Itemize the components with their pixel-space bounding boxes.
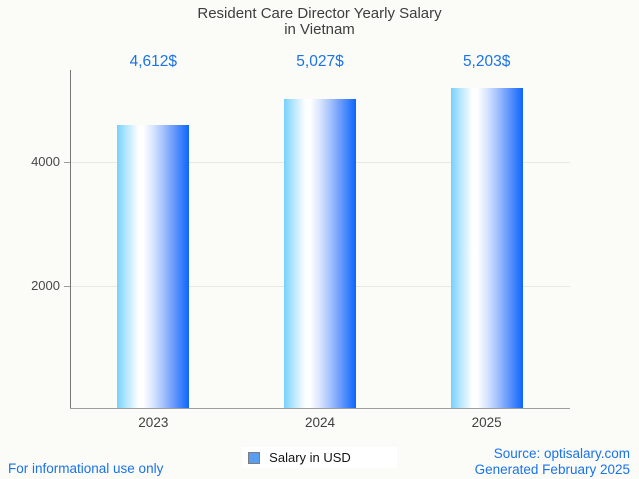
legend: Salary in USD [0,447,639,468]
value-label-2024: 5,027$ [296,53,344,70]
chart-title-line-2: in Vietnam [284,21,355,38]
bar-2025[interactable] [450,88,523,409]
footer-source-link[interactable]: Source: optisalary.com [493,446,630,461]
chart-title: Resident Care Director Yearly Salary in … [0,6,639,38]
footer-attribution: Source: optisalary.com Generated Februar… [475,446,630,477]
y-axis-line [70,70,71,409]
value-label-2023: 4,612$ [129,53,178,70]
chart-title-line-1: Resident Care Director Yearly Salary [197,5,442,22]
x-tick-label-2024: 2024 [304,415,336,430]
y-tick-label-2000: 2000 [31,277,60,293]
x-axis-line [70,408,570,409]
plot-area: 2000 4000 [31,70,570,409]
legend-item-salary[interactable]: Salary in USD [242,447,397,468]
bar-2024[interactable] [284,99,356,409]
y-tick-4000 [64,162,70,164]
legend-marker-icon [248,451,261,464]
footer-generated-date: Generated February 2025 [474,461,630,477]
footer-disclaimer: For informational use only [8,461,164,476]
bar-2023[interactable] [117,125,190,409]
x-tick-label-2025: 2025 [471,415,502,430]
y-tick-2000 [64,285,70,287]
legend-label: Salary in USD [269,450,351,465]
value-label-2025: 5,203$ [462,53,511,70]
y-tick-label-4000: 4000 [31,154,60,170]
x-tick-label-2023: 2023 [138,415,169,430]
